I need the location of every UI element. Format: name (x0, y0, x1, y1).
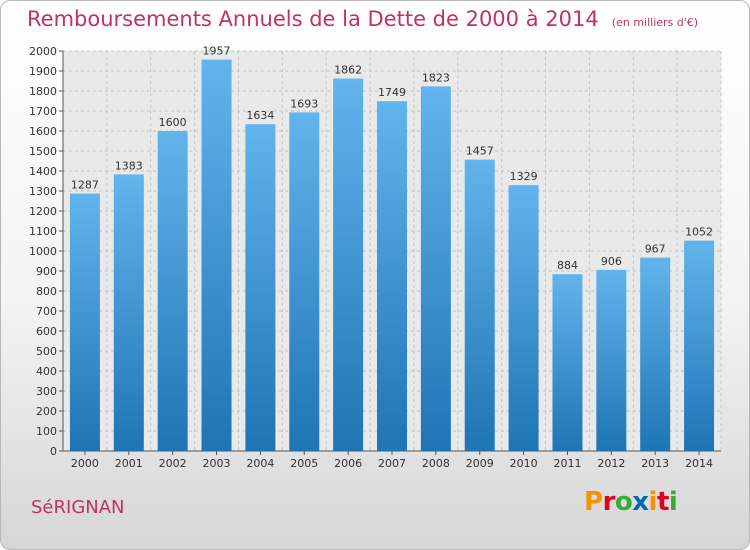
bar-2007 (377, 101, 407, 451)
x-tick-label: 2003 (203, 457, 231, 470)
y-tick-label: 400 (36, 365, 57, 378)
bar-2000 (69, 193, 100, 451)
bar-value-label: 1749 (378, 86, 406, 99)
y-tick-label: 1900 (29, 65, 57, 78)
bar-value-label: 1052 (685, 226, 713, 239)
x-tick-label: 2008 (422, 457, 450, 470)
y-tick-label: 1300 (29, 185, 57, 198)
bar-value-label: 906 (601, 255, 622, 268)
bar-value-label: 884 (557, 259, 578, 272)
bar-value-label: 1329 (510, 170, 538, 183)
y-tick-label: 600 (36, 325, 57, 338)
bar-2003 (201, 59, 232, 451)
y-tick-label: 1500 (29, 145, 57, 158)
chart-unit: (en milliers d'€) (611, 16, 699, 29)
y-tick-label: 1000 (29, 245, 57, 258)
bar-2001 (113, 174, 144, 451)
y-tick-label: 300 (36, 385, 57, 398)
x-tick-label: 2001 (115, 457, 143, 470)
chart-title-block: Remboursements Annuels de la Dette de 20… (27, 7, 698, 31)
logo-letter: t (656, 487, 669, 517)
bar-2008 (420, 86, 451, 452)
bar-value-label: 1957 (203, 45, 231, 58)
x-tick-label: 2010 (510, 457, 538, 470)
y-tick-label: 800 (36, 285, 57, 298)
x-tick-label: 2011 (553, 457, 581, 470)
bars (69, 59, 715, 452)
bar-2012 (596, 269, 627, 451)
bar-value-label: 1862 (334, 64, 362, 77)
y-tick-label: 100 (36, 425, 57, 438)
logo-letter: i (668, 487, 678, 517)
bar-2014 (684, 240, 715, 451)
proxiti-logo: Proxiti (584, 487, 678, 517)
bar-value-label: 1693 (290, 97, 318, 110)
bar-2002 (157, 131, 188, 451)
chart-title: Remboursements Annuels de la Dette de 20… (27, 7, 599, 31)
logo-letter: o (614, 487, 633, 517)
logo-letter: P (584, 487, 603, 517)
x-tick-label: 2000 (71, 457, 99, 470)
x-tick-label: 2013 (641, 457, 669, 470)
y-tick-label: 1100 (29, 225, 57, 238)
bar-2011 (552, 274, 583, 451)
y-tick-label: 1200 (29, 205, 57, 218)
y-tick-label: 900 (36, 265, 57, 278)
x-tick-label: 2002 (159, 457, 187, 470)
bar-2013 (640, 257, 671, 451)
logo-letter: r (602, 487, 616, 517)
x-tick-label: 2014 (685, 457, 713, 470)
bar-2009 (464, 159, 495, 451)
y-tick-label: 500 (36, 345, 57, 358)
bar-value-label: 1457 (466, 145, 494, 158)
bar-value-label: 1600 (159, 116, 187, 129)
bar-value-label: 1823 (422, 71, 450, 84)
bar-value-label: 1634 (246, 109, 274, 122)
bar-2004 (245, 124, 276, 451)
y-tick-label: 700 (36, 305, 57, 318)
x-tick-label: 2012 (597, 457, 625, 470)
x-tick-label: 2006 (334, 457, 362, 470)
x-tick-label: 2005 (290, 457, 318, 470)
bar-value-label: 1287 (71, 179, 99, 192)
bar-2010 (508, 185, 539, 451)
y-tick-label: 1400 (29, 165, 57, 178)
x-tick-label: 2009 (466, 457, 494, 470)
y-tick-label: 1800 (29, 85, 57, 98)
x-tick-label: 2007 (378, 457, 406, 470)
y-tick-label: 2000 (29, 45, 57, 58)
bar-2005 (289, 112, 320, 452)
y-tick-label: 1700 (29, 105, 57, 118)
y-tick-label: 0 (50, 445, 57, 458)
bar-value-label: 1383 (115, 159, 143, 172)
bar-2006 (333, 78, 364, 451)
x-tick-label: 2004 (246, 457, 274, 470)
bar-value-label: 967 (645, 243, 666, 256)
labels: 0 100 200 300 400 500 600 700 800 900 1000 1100 1200… (29, 45, 713, 470)
city-name: SéRIGNAN (31, 497, 125, 518)
y-tick-label: 200 (36, 405, 57, 418)
logo-letter: x (632, 487, 649, 517)
logo-letter: i (648, 487, 658, 517)
y-tick-label: 1600 (29, 125, 57, 138)
